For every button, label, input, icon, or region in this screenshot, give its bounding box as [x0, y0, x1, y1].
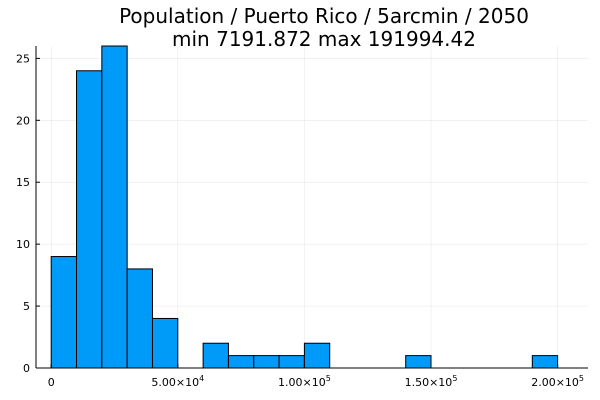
- x-tick-label-1: 5.00×104: [151, 374, 204, 389]
- histogram-bar-4: [151, 317, 179, 369]
- histogram-bar-8: [278, 355, 305, 369]
- y-tick-label-3: 15: [16, 176, 30, 189]
- histogram-bar-3: [126, 268, 153, 369]
- histogram-bars: [50, 45, 559, 369]
- y-axis-ticks: 0 5 10 15 20 25: [16, 52, 40, 375]
- x-tick-label-4: 2.00×105: [531, 374, 584, 389]
- y-tick-label-4: 20: [16, 114, 30, 127]
- histogram-bar-0: [50, 256, 78, 369]
- x-axis-ticks: 0 5.00×104 1.00×105 1.50×105 2.00×105: [48, 364, 584, 389]
- x-tick-label-3: 1.50×105: [405, 374, 458, 389]
- x-tick-label-0: 0: [48, 376, 55, 389]
- histogram-bar-10: [405, 355, 432, 369]
- histogram-bar-1: [76, 70, 103, 369]
- histogram-bar-2: [101, 45, 128, 369]
- histogram-bar-6: [227, 355, 255, 369]
- y-tick-label-1: 5: [23, 300, 30, 313]
- x-tick-label-2: 1.00×105: [278, 374, 331, 389]
- y-tick-label-2: 10: [16, 238, 30, 251]
- axes: [35, 46, 588, 369]
- y-tick-label-0: 0: [23, 362, 30, 375]
- histogram-bar-11: [531, 355, 559, 369]
- y-tick-label-5: 25: [16, 52, 30, 65]
- histogram-bar-5: [202, 342, 229, 369]
- histogram-bar-9: [303, 342, 331, 369]
- chart-title: Population / Puerto Rico / 5arcmin / 205…: [119, 4, 529, 28]
- histogram-bar-7: [253, 355, 280, 369]
- chart-subtitle: min 7191.872 max 191994.42: [172, 27, 476, 51]
